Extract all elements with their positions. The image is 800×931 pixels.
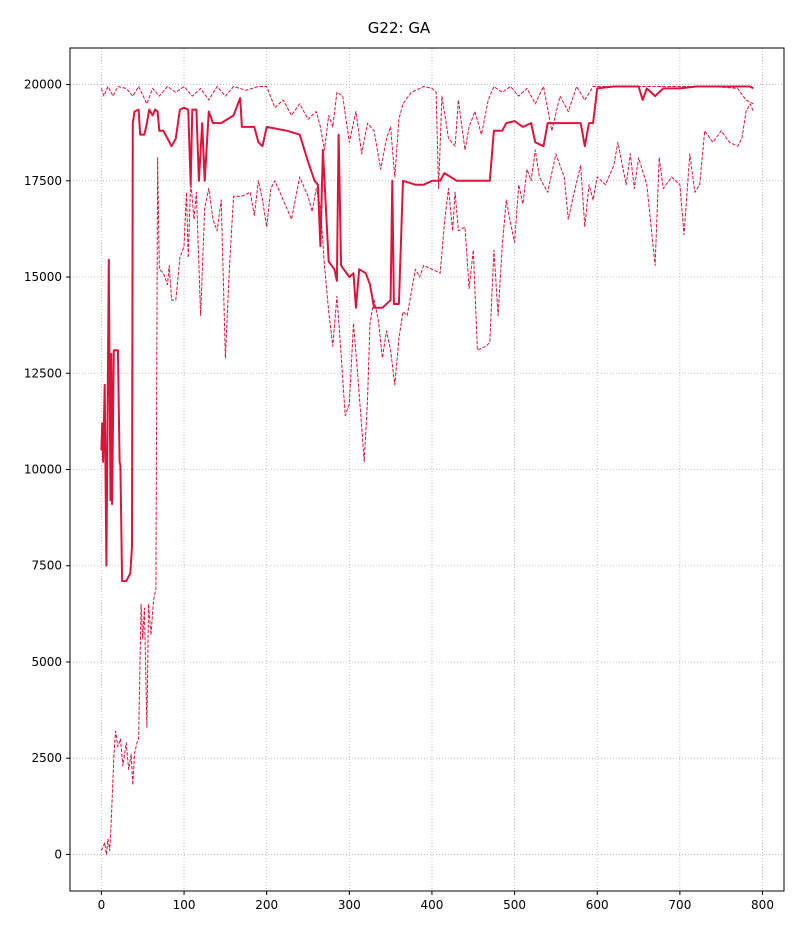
y-tick-label: 12500 (24, 366, 62, 380)
y-tick-label: 5000 (31, 655, 62, 669)
x-tick-label: 400 (421, 898, 444, 912)
x-tick-label: 100 (173, 898, 196, 912)
x-tick-label: 800 (751, 898, 774, 912)
x-tick-label: 200 (255, 898, 278, 912)
x-tick-label: 600 (586, 898, 609, 912)
series-line-dashed-1 (100, 86, 754, 189)
y-tick-label: 2500 (31, 751, 62, 765)
chart-title: G22: GA (368, 19, 431, 37)
series-layer (100, 85, 754, 855)
grid-layer (70, 48, 784, 891)
y-tick-label: 7500 (31, 559, 62, 573)
y-tick-label: 17500 (24, 174, 62, 188)
series-line-dashed-2 (100, 103, 754, 855)
y-tick-label: 20000 (24, 78, 62, 92)
x-tick-label: 300 (338, 898, 361, 912)
x-tick-label: 700 (668, 898, 691, 912)
x-tick-label: 0 (98, 898, 106, 912)
y-tick-label: 15000 (24, 270, 62, 284)
y-tick-label: 10000 (24, 463, 62, 477)
y-tick-label: 0 (54, 847, 62, 861)
series-line-solid-0 (100, 85, 754, 583)
x-tick-label: 500 (503, 898, 526, 912)
tick-layer: 0 100 200 300 400 500 600 700 800 0 2500 5000 7500 10… (24, 78, 774, 912)
